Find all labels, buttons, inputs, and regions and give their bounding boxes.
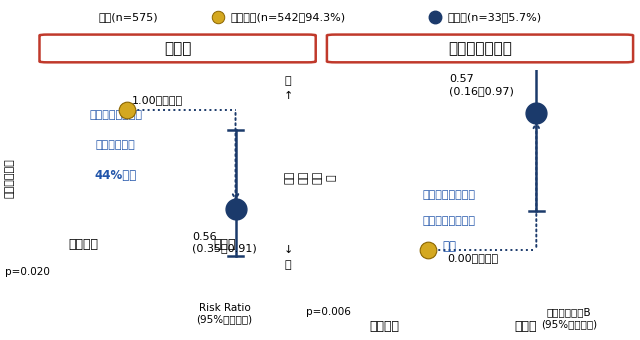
- Text: 44%減少: 44%減少: [95, 169, 137, 182]
- FancyBboxPatch shape: [40, 35, 316, 62]
- Text: 参加者: 参加者: [213, 238, 236, 251]
- Text: 全体(n=575): 全体(n=575): [98, 12, 158, 22]
- Text: 非標準化係数B
(95%信頼区間): 非標準化係数B (95%信頼区間): [541, 307, 597, 329]
- Text: ↓: ↓: [284, 245, 293, 255]
- Text: 地域組織参加数: 地域組織参加数: [448, 41, 512, 56]
- Text: 物忘れリスク: 物忘れリスク: [96, 140, 136, 150]
- Text: 非参加者: 非参加者: [68, 238, 98, 251]
- Text: 参加群(n=33，5.7%): 参加群(n=33，5.7%): [448, 12, 542, 22]
- Text: 通いの場参加者で: 通いの場参加者で: [423, 190, 476, 200]
- Text: 減: 減: [285, 260, 292, 271]
- Text: 1.00（基準）: 1.00（基準）: [132, 95, 183, 105]
- Text: 0.57
(0.16－0.97): 0.57 (0.16－0.97): [449, 74, 514, 96]
- FancyBboxPatch shape: [327, 35, 633, 62]
- Text: Risk Ratio
(95%信頼区間): Risk Ratio (95%信頼区間): [196, 303, 253, 324]
- Text: ↑: ↑: [284, 91, 293, 101]
- Text: 地域
組織
参加
数: 地域 組織 参加 数: [284, 171, 336, 184]
- Text: 参加者: 参加者: [514, 320, 537, 333]
- Text: p=0.006: p=0.006: [306, 307, 351, 317]
- Text: 物忘れ: 物忘れ: [164, 41, 191, 56]
- Text: 通いの場参加者で: 通いの場参加者で: [90, 110, 142, 120]
- Text: 地域組織の参加数: 地域組織の参加数: [423, 216, 476, 226]
- Text: 非参加者: 非参加者: [369, 320, 399, 333]
- Text: 非参加群(n=542，94.3%): 非参加群(n=542，94.3%): [230, 12, 346, 22]
- Text: 0.56
(0.35－0.91): 0.56 (0.35－0.91): [192, 232, 257, 253]
- Text: 0.00（基準）: 0.00（基準）: [447, 253, 498, 263]
- Text: 物忘れリスク: 物忘れリスク: [4, 158, 14, 198]
- Text: p=0.020: p=0.020: [5, 267, 50, 277]
- Text: 増: 増: [285, 76, 292, 86]
- Text: 増加: 増加: [442, 240, 456, 253]
